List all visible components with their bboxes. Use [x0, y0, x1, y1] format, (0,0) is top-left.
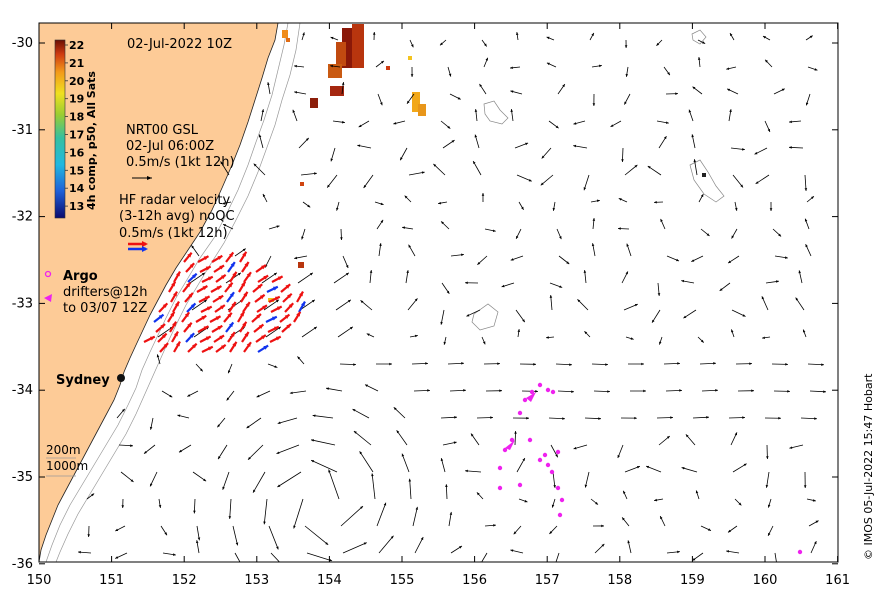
- island: [702, 173, 706, 177]
- x-tick-label: 156: [462, 573, 487, 588]
- drifter-point: [550, 470, 554, 474]
- nrt-legend-line1: NRT00 GSL: [126, 123, 199, 138]
- colorbar-tick-label: 19: [69, 93, 84, 106]
- hf-legend-line2: (3-12h avg) noQC: [119, 209, 235, 224]
- nrt-legend-line2: 02-Jul 06:00Z: [126, 139, 214, 154]
- drifters-label-line2: to 03/07 12Z: [63, 301, 147, 316]
- drifter-point: [551, 390, 555, 394]
- nrt-legend-line3: 0.5m/s (1kt 12h): [126, 155, 235, 170]
- drifter-point: [556, 486, 560, 490]
- y-tick-label: -36: [12, 557, 33, 572]
- hf-legend-line1: HF radar velocity: [119, 193, 231, 208]
- colorbar: [55, 40, 65, 218]
- drifter-point: [558, 513, 562, 517]
- colorbar-label: 4h comp, p50, All Sats: [85, 71, 98, 210]
- date-title: 02-Jul-2022 10Z: [127, 37, 232, 52]
- y-tick-label: -34: [12, 383, 33, 398]
- y-tick-label: -32: [12, 210, 33, 225]
- x-tick-label: 157: [535, 573, 560, 588]
- drifter-point: [546, 388, 550, 392]
- x-tick-label: 155: [390, 573, 415, 588]
- drifters-label-line1: drifters@12h: [63, 285, 148, 300]
- y-tick-label: -31: [12, 123, 33, 138]
- x-tick-label: 158: [607, 573, 632, 588]
- colorbar-tick-label: 14: [69, 182, 85, 195]
- drifter-point: [528, 438, 532, 442]
- drifter-point: [518, 411, 522, 415]
- colorbar-tick-label: 18: [69, 111, 84, 124]
- colorbar-tick-label: 13: [69, 200, 84, 213]
- x-tick-label: 152: [172, 573, 197, 588]
- drifter-point: [556, 450, 560, 454]
- x-tick-label: 160: [753, 573, 778, 588]
- x-tick-label: 151: [99, 573, 124, 588]
- colorbar-tick-label: 22: [69, 39, 84, 52]
- drifter-point: [538, 383, 542, 387]
- y-tick-label: -33: [12, 296, 33, 311]
- isobath-label-200m: 200m: [46, 443, 81, 457]
- sydney-marker-icon: [117, 374, 125, 382]
- colorbar-tick-label: 17: [69, 129, 84, 142]
- x-tick-label: 150: [27, 573, 52, 588]
- hf-legend-line3: 0.5m/s (1kt 12h): [119, 226, 228, 241]
- drifter-point: [518, 483, 522, 487]
- x-tick-label: 159: [680, 573, 705, 588]
- colorbar-tick-label: 21: [69, 57, 84, 70]
- argo-label: Argo: [63, 269, 98, 284]
- y-tick-label: -35: [12, 470, 33, 485]
- drifter-point: [498, 466, 502, 470]
- city-label: Sydney: [56, 373, 110, 388]
- colorbar-tick-label: 15: [69, 164, 84, 177]
- drifter-point: [560, 498, 564, 502]
- isobath-label-1000m: 1000m: [46, 459, 88, 473]
- y-tick-label: -30: [12, 36, 33, 51]
- drifter-point: [498, 486, 502, 490]
- drifter-point: [798, 550, 802, 554]
- drifter-point: [546, 463, 550, 467]
- colorbar-tick-label: 16: [69, 146, 85, 159]
- x-tick-label: 154: [317, 573, 342, 588]
- credit-text: © IMOS 05-Jul-2022 15:47 Hobart: [862, 373, 875, 560]
- colorbar-tick-label: 20: [69, 75, 85, 88]
- x-tick-label: 161: [825, 573, 850, 588]
- x-tick-label: 153: [244, 573, 269, 588]
- drifter-point: [523, 398, 527, 402]
- drifter-point: [543, 453, 547, 457]
- drifter-point: [538, 458, 542, 462]
